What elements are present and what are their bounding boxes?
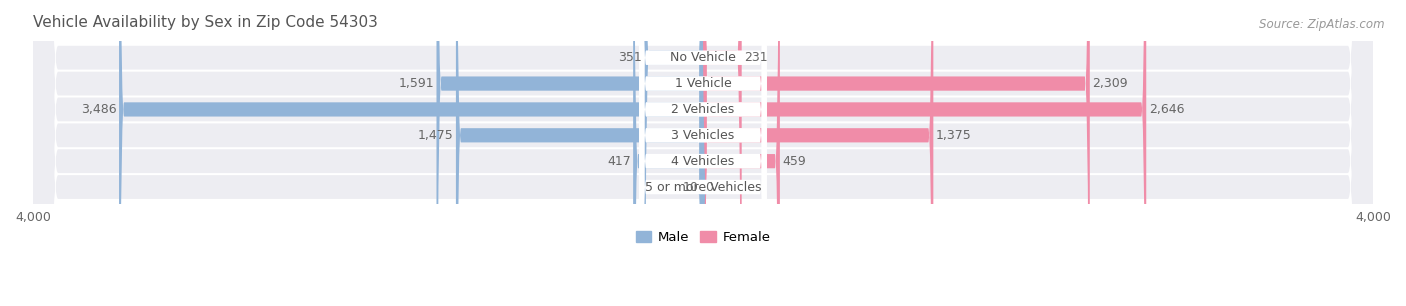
Text: 10: 10: [683, 181, 699, 193]
FancyBboxPatch shape: [633, 0, 703, 306]
Text: No Vehicle: No Vehicle: [671, 51, 735, 64]
Text: 4 Vehicles: 4 Vehicles: [672, 155, 734, 168]
FancyBboxPatch shape: [640, 0, 766, 306]
FancyBboxPatch shape: [640, 0, 766, 306]
Text: 2,309: 2,309: [1092, 77, 1128, 90]
FancyBboxPatch shape: [703, 0, 780, 306]
FancyBboxPatch shape: [32, 0, 1374, 306]
FancyBboxPatch shape: [703, 0, 934, 306]
FancyBboxPatch shape: [32, 0, 1374, 306]
Text: 1,591: 1,591: [398, 77, 434, 90]
Text: 1 Vehicle: 1 Vehicle: [675, 77, 731, 90]
FancyBboxPatch shape: [703, 0, 1090, 306]
Legend: Male, Female: Male, Female: [630, 226, 776, 249]
FancyBboxPatch shape: [703, 0, 742, 306]
FancyBboxPatch shape: [703, 0, 1146, 306]
FancyBboxPatch shape: [32, 0, 1374, 306]
Text: 1,475: 1,475: [418, 129, 453, 142]
Text: 231: 231: [744, 51, 768, 64]
Text: 417: 417: [607, 155, 631, 168]
FancyBboxPatch shape: [697, 0, 706, 306]
FancyBboxPatch shape: [32, 0, 1374, 306]
Text: 5 or more Vehicles: 5 or more Vehicles: [645, 181, 761, 193]
Text: Vehicle Availability by Sex in Zip Code 54303: Vehicle Availability by Sex in Zip Code …: [32, 15, 378, 30]
FancyBboxPatch shape: [32, 0, 1374, 306]
FancyBboxPatch shape: [120, 0, 703, 306]
FancyBboxPatch shape: [456, 0, 703, 306]
FancyBboxPatch shape: [640, 0, 766, 306]
Text: 459: 459: [782, 155, 806, 168]
FancyBboxPatch shape: [640, 0, 766, 306]
Text: 0: 0: [706, 181, 713, 193]
Text: 3,486: 3,486: [82, 103, 117, 116]
Text: 2 Vehicles: 2 Vehicles: [672, 103, 734, 116]
FancyBboxPatch shape: [436, 0, 703, 306]
Text: 3 Vehicles: 3 Vehicles: [672, 129, 734, 142]
FancyBboxPatch shape: [644, 0, 703, 306]
Text: 2,646: 2,646: [1149, 103, 1184, 116]
FancyBboxPatch shape: [640, 0, 766, 306]
Text: Source: ZipAtlas.com: Source: ZipAtlas.com: [1260, 18, 1385, 31]
FancyBboxPatch shape: [640, 0, 766, 306]
Text: 351: 351: [619, 51, 641, 64]
Text: 1,375: 1,375: [936, 129, 972, 142]
FancyBboxPatch shape: [32, 0, 1374, 306]
